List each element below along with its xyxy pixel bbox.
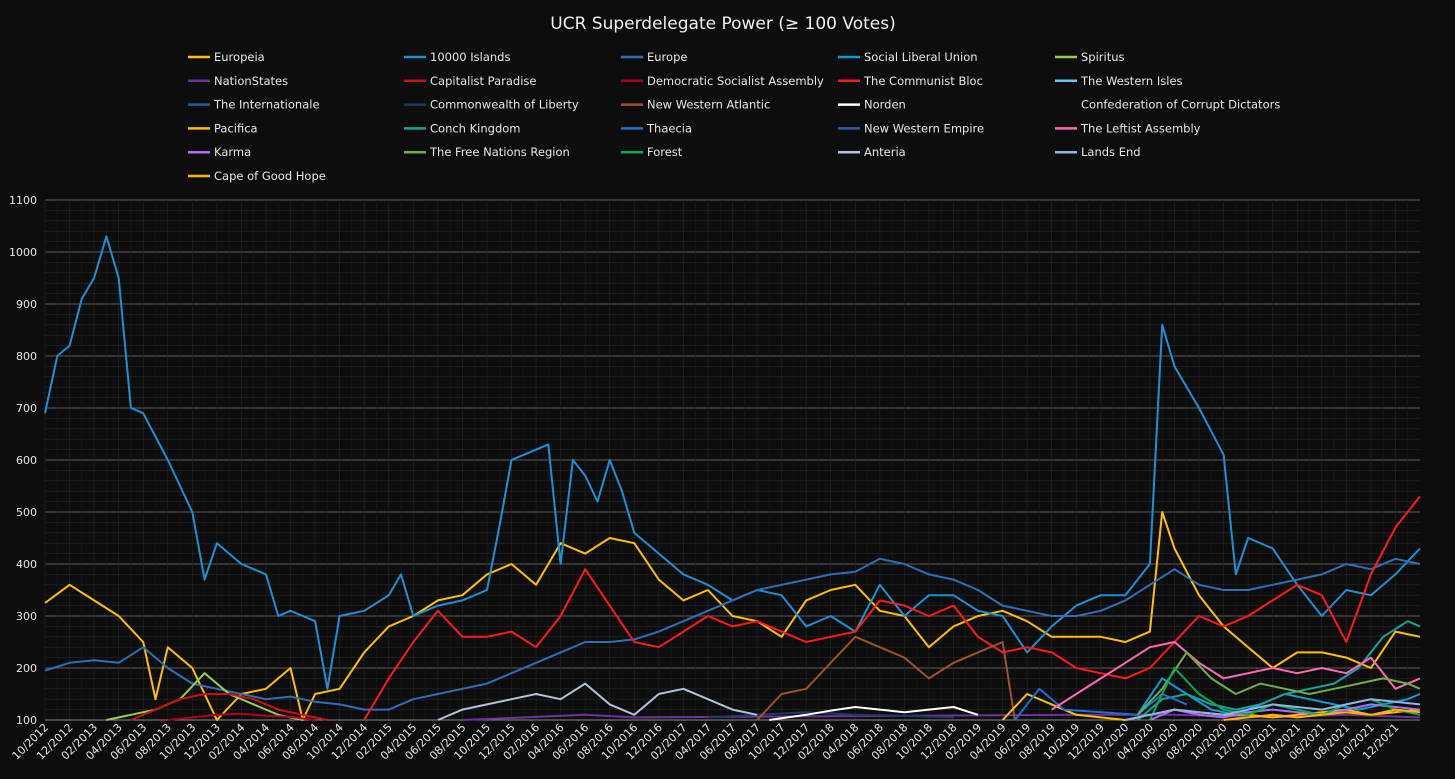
y-tick-label: 500: [16, 506, 37, 519]
y-tick-label: 800: [16, 350, 37, 363]
gridlines: [44, 199, 1420, 721]
series-line-6: [130, 693, 328, 721]
series-line-12: [756, 635, 1016, 721]
series-line-13: [769, 706, 979, 721]
legend-label: The Leftist Assembly: [1080, 121, 1201, 135]
legend-label: Europe: [647, 50, 687, 64]
legend-label: Cape of Good Hope: [214, 169, 326, 183]
legend-label: Thaecia: [646, 121, 692, 135]
legend-label: New Western Empire: [864, 121, 984, 135]
y-tick-label: 1000: [9, 246, 37, 259]
series-lines: [44, 235, 1421, 721]
y-tick-label: 200: [16, 662, 37, 675]
chart-title: UCR Superdelegate Power (≥ 100 Votes): [550, 14, 895, 34]
series-line-11: [707, 711, 954, 719]
series-line-2: [44, 557, 1421, 711]
legend-label: Karma: [214, 145, 251, 159]
legend-label: The Internationale: [213, 98, 320, 112]
y-tick-label: 600: [16, 454, 37, 467]
legend-label: The Free Nations Region: [429, 145, 570, 159]
series-line-17: [1014, 687, 1188, 721]
legend-label: Spiritus: [1081, 50, 1125, 64]
legend: Europeia 10000 Islands Europe Social Libera…: [188, 50, 1280, 183]
legend-label: Lands End: [1081, 145, 1141, 159]
series-line-24: [1125, 698, 1421, 721]
y-tick-label: 1100: [9, 194, 37, 207]
series-line-7: [167, 712, 316, 721]
legend-label: Europeia: [214, 50, 265, 64]
series-line-21: [1136, 651, 1421, 716]
legend-label: NationStates: [214, 74, 288, 88]
legend-label: Conch Kingdom: [430, 121, 520, 135]
legend-label: The Western Isles: [1080, 74, 1183, 88]
legend-label: Pacifica: [214, 121, 258, 135]
legend-label: Commonwealth of Liberty: [430, 98, 579, 112]
legend-label: Forest: [647, 145, 683, 159]
series-line-23: [437, 682, 758, 721]
y-tick-label: 700: [16, 402, 37, 415]
series-line-1: [44, 235, 1421, 690]
series-line-20: [1149, 703, 1421, 721]
series-line-8: [363, 495, 1421, 721]
legend-label: Anteria: [864, 145, 906, 159]
legend-label: Capitalist Paradise: [430, 74, 536, 88]
series-line-25: [1223, 708, 1421, 721]
legend-label: New Western Atlantic: [647, 98, 770, 112]
legend-label: The Communist Bloc: [863, 74, 983, 88]
series-line-0: [44, 511, 1421, 721]
y-tick-label: 400: [16, 558, 37, 571]
legend-label: 10000 Islands: [430, 50, 510, 64]
legend-label: Democratic Socialist Assembly: [647, 74, 824, 88]
legend-label: Social Liberal Union: [864, 50, 978, 64]
series-line-19: [1051, 641, 1421, 711]
legend-label: Norden: [864, 98, 906, 112]
series-line-22: [1148, 667, 1421, 721]
y-tick-label: 900: [16, 298, 37, 311]
y-tick-label: 300: [16, 610, 37, 623]
series-line-4: [106, 672, 304, 721]
y-tick-label: 100: [16, 714, 37, 727]
legend-label: Confederation of Corrupt Dictators: [1081, 98, 1280, 112]
series-line-16: [1136, 620, 1421, 721]
